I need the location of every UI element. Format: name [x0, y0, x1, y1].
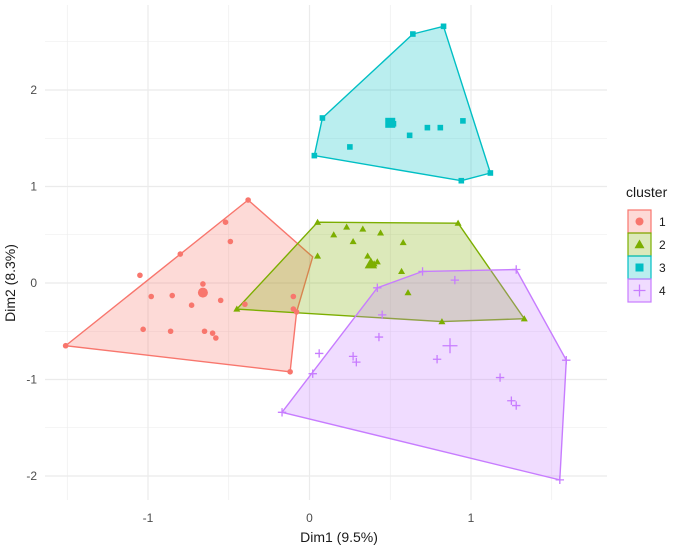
- cluster-2-point: [438, 318, 446, 325]
- cluster-1-point: [137, 272, 143, 279]
- cluster-3-hull: [313, 25, 492, 182]
- cluster-3-point: [410, 31, 416, 37]
- x-axis-title: Dim1 (9.5%): [300, 529, 378, 545]
- y-axis-title: Dim2 (8.3%): [2, 244, 18, 322]
- y-tick-label: -1: [26, 373, 37, 387]
- cluster-3-point: [487, 170, 494, 176]
- cluster-3-point: [440, 23, 447, 30]
- cluster-1-point: [177, 251, 184, 257]
- cluster-1-hull: [63, 199, 314, 373]
- cluster-4-point: [495, 373, 505, 382]
- x-tick-label: 1: [468, 511, 475, 525]
- y-tick-label: 2: [30, 83, 37, 97]
- cluster-3-point: [424, 124, 431, 131]
- cluster-1-point: [290, 306, 297, 312]
- cluster-3-point: [319, 115, 326, 121]
- cluster-4-point: [352, 357, 361, 367]
- legend-label-2: 2: [659, 238, 666, 252]
- cluster-1-point: [222, 219, 229, 226]
- axis-ticks: -1 0 1 -2 -1 0 1 2: [26, 83, 474, 525]
- cluster-1-point: [140, 326, 146, 333]
- legend-label-1: 1: [659, 215, 666, 229]
- cluster-2-point: [314, 218, 322, 225]
- cluster-2-point: [404, 289, 412, 296]
- cluster-4-point: [373, 283, 382, 293]
- cluster-2-centroid: [364, 257, 378, 269]
- cluster-4-point: [512, 265, 521, 274]
- cluster-1-point: [290, 293, 297, 300]
- cluster-1-point: [209, 330, 216, 336]
- cluster-1-point: [213, 335, 219, 341]
- cluster-4-point: [432, 355, 442, 364]
- cluster-3-point: [347, 144, 353, 150]
- cluster-4-point: [555, 475, 565, 485]
- cluster-1-point: [169, 292, 176, 299]
- cluster-hulls: [63, 25, 568, 481]
- cluster-2-point: [233, 305, 241, 312]
- cluster-4-point: [374, 332, 384, 342]
- cluster-2-point: [343, 223, 351, 230]
- cluster-1-point: [227, 238, 234, 245]
- cluster-4-point: [277, 408, 287, 417]
- legend-label-3: 3: [659, 261, 666, 275]
- cluster-2-point: [364, 252, 372, 259]
- cluster-1-point: [62, 342, 69, 349]
- cluster-4-point: [562, 356, 571, 365]
- cluster-1-point: [148, 293, 155, 300]
- x-tick-label: -1: [143, 511, 154, 525]
- cluster-4-point: [377, 310, 387, 320]
- cluster-2-point: [520, 315, 528, 322]
- grid: [45, 5, 607, 500]
- legend-marker-4: [633, 284, 646, 297]
- data-points: [62, 23, 571, 485]
- legend-label-4: 4: [659, 284, 666, 298]
- cluster-4-point: [450, 275, 460, 285]
- legend: cluster 1 2 3 4: [626, 184, 668, 303]
- cluster-4-point: [314, 349, 324, 358]
- cluster-1-point: [287, 368, 293, 375]
- cluster-2-point: [398, 267, 406, 275]
- cluster-1-point: [201, 328, 208, 335]
- legend-marker-1: [635, 217, 644, 226]
- cluster-1-point: [245, 197, 251, 203]
- cluster-1-point: [242, 301, 248, 308]
- cluster-1-point: [188, 302, 195, 308]
- cluster-3-point: [437, 124, 444, 131]
- cluster-4-point: [507, 396, 516, 405]
- cluster-2-point: [454, 219, 462, 226]
- cluster-4-centroid: [442, 338, 458, 354]
- cluster-2-point: [314, 252, 322, 259]
- cluster-3-point: [311, 152, 318, 159]
- cluster-1-point: [200, 281, 206, 287]
- cluster-2-point: [399, 238, 407, 246]
- cluster-3-point: [460, 118, 466, 124]
- legend-title: cluster: [626, 184, 668, 200]
- cluster-1-point: [167, 328, 174, 335]
- y-tick-label: -2: [26, 469, 37, 483]
- cluster-3-centroid: [385, 117, 396, 128]
- cluster-4-point: [308, 369, 317, 378]
- cluster-2-point: [349, 238, 357, 245]
- cluster-2-point: [330, 231, 338, 238]
- cluster-2-hull: [235, 221, 526, 323]
- cluster-1-centroid: [197, 287, 208, 298]
- legend-marker-3: [635, 263, 644, 272]
- cluster-3-point: [406, 132, 413, 139]
- cluster-1-point: [217, 297, 224, 304]
- cluster-3-point: [458, 177, 465, 184]
- legend-marker-2: [634, 239, 645, 249]
- y-tick-label: 1: [30, 180, 37, 194]
- cluster-4-point: [348, 352, 358, 361]
- cluster-4-point: [418, 267, 427, 276]
- cluster-4-point: [512, 401, 521, 410]
- cluster-2-point: [377, 229, 385, 236]
- x-tick-label: 0: [306, 511, 313, 525]
- y-tick-label: 0: [30, 276, 37, 290]
- cluster-2-point: [359, 225, 367, 232]
